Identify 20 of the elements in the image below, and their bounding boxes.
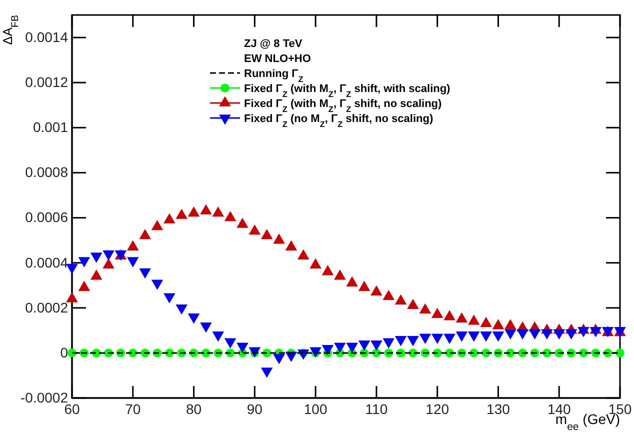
y-tick-label: 0.0002 — [25, 299, 68, 316]
y-tick-label: 0.0008 — [25, 164, 68, 180]
x-tick-label: 100 — [304, 400, 328, 417]
x-tick-label: 70 — [125, 400, 141, 417]
x-tick-label: 120 — [426, 400, 450, 417]
y-tick-label: 0.0014 — [25, 29, 68, 46]
y-tick-label: 0.0012 — [25, 74, 68, 90]
legend-label: Running Γ$_{Z}$ — [244, 68, 304, 84]
y-tick-label: 0.001 — [32, 119, 68, 136]
x-tick-label: 90 — [246, 400, 263, 417]
y-tick-label: 0 — [60, 344, 68, 360]
y-tick-label: 0.0004 — [25, 254, 68, 270]
legend-label: Fixed Γ$_{Z}$ (no M$_{Z}$, Γ$_{Z}$ shift, no scaling) — [244, 113, 434, 128]
legend-label: Fixed Γ$_{Z}$ (with M$_{Z}$, Γ$_{Z}$ shift, no scaling) — [244, 98, 442, 114]
legend-title: ZJ @ 8 TeV EW NLO+HO — [244, 38, 312, 65]
y-tick-label: 0.0006 — [25, 209, 68, 226]
legend-label: Fixed Γ$_{Z}$ (with M$_{Z}$, Γ$_{Z}$ shift, with scaling) — [244, 83, 451, 98]
x-tick-label: 80 — [186, 400, 202, 417]
x-tick-label: 110 — [365, 400, 388, 417]
x-tick-label: 130 — [486, 400, 510, 417]
